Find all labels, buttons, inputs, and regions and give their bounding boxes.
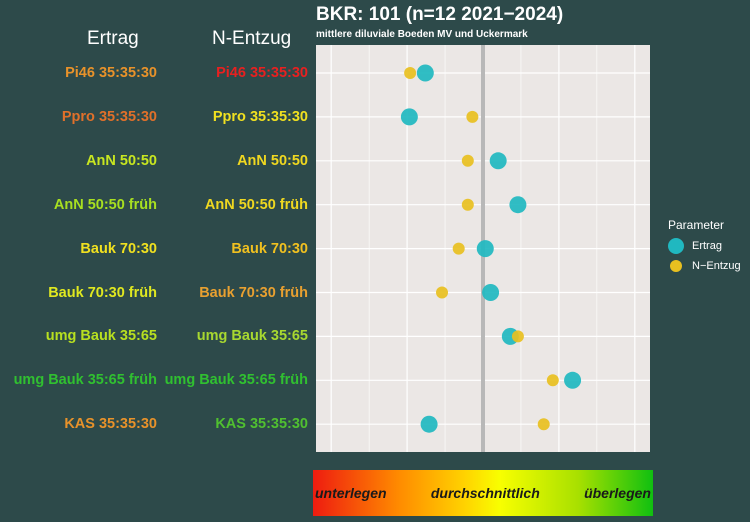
point-nentzug bbox=[404, 67, 417, 79]
ertrag-label: Bauk 70:30 bbox=[80, 240, 157, 257]
ertrag-label: Bauk 70:30 früh bbox=[48, 284, 157, 301]
legend-dot-nentzug bbox=[670, 260, 682, 272]
ertrag-label: KAS 35:35:30 bbox=[64, 416, 157, 433]
scale-low: unterlegen bbox=[315, 485, 387, 501]
nentzug-label: Bauk 70:30 bbox=[231, 240, 308, 257]
ertrag-label: umg Bauk 35:65 früh bbox=[13, 372, 157, 389]
legend-item-nentzug: N−Entzug bbox=[668, 260, 741, 272]
point-ertrag bbox=[489, 152, 507, 170]
point-ertrag bbox=[476, 240, 494, 258]
header-nentzug: N-Entzug bbox=[212, 28, 292, 49]
point-ertrag bbox=[416, 64, 434, 82]
point-nentzug bbox=[461, 154, 474, 167]
chart-title: BKR: 101 (n=12 2021−2024) bbox=[316, 4, 564, 25]
point-ertrag bbox=[420, 415, 438, 433]
ertrag-label: AnN 50:50 früh bbox=[53, 196, 157, 213]
point-ertrag bbox=[509, 196, 527, 214]
legend-label: N−Entzug bbox=[692, 260, 741, 272]
nentzug-label: Bauk 70:30 früh bbox=[199, 284, 308, 301]
legend: Parameter Ertrag N−Entzug bbox=[668, 218, 741, 272]
legend-dot-ertrag bbox=[668, 238, 684, 254]
rating-scale: unterlegen durchschnittlich überlegen bbox=[313, 470, 653, 516]
point-nentzug bbox=[452, 242, 465, 255]
nentzug-label: AnN 50:50 früh bbox=[204, 196, 308, 213]
chart-subtitle: mittlere diluviale Boeden MV und Uckerma… bbox=[316, 29, 528, 40]
nentzug-label: Ppro 35:35:30 bbox=[212, 108, 308, 125]
scale-high: überlegen bbox=[584, 485, 651, 501]
point-ertrag bbox=[400, 108, 418, 126]
header-ertrag: Ertrag bbox=[87, 28, 139, 49]
nentzug-label: KAS 35:35:30 bbox=[215, 416, 308, 433]
point-nentzug bbox=[511, 330, 524, 343]
nentzug-label: Pi46 35:35:30 bbox=[216, 65, 308, 81]
point-nentzug bbox=[546, 374, 559, 387]
ertrag-label: AnN 50:50 bbox=[86, 152, 157, 169]
point-nentzug bbox=[461, 198, 474, 211]
point-nentzug bbox=[436, 286, 449, 299]
ertrag-label: Pi46 35:35:30 bbox=[65, 65, 157, 81]
ertrag-label: umg Bauk 35:65 bbox=[45, 328, 157, 345]
point-nentzug bbox=[537, 418, 550, 431]
legend-label: Ertrag bbox=[692, 240, 722, 252]
legend-title: Parameter bbox=[668, 218, 725, 232]
point-ertrag bbox=[482, 284, 500, 301]
nentzug-label: umg Bauk 35:65 bbox=[196, 328, 308, 345]
nentzug-label: AnN 50:50 bbox=[237, 152, 308, 169]
ertrag-label: Ppro 35:35:30 bbox=[61, 108, 157, 125]
legend-item-ertrag: Ertrag bbox=[668, 238, 741, 254]
nentzug-label: umg Bauk 35:65 früh bbox=[164, 372, 308, 389]
point-ertrag bbox=[564, 371, 582, 389]
scale-mid: durchschnittlich bbox=[430, 485, 540, 501]
point-nentzug bbox=[466, 110, 479, 123]
